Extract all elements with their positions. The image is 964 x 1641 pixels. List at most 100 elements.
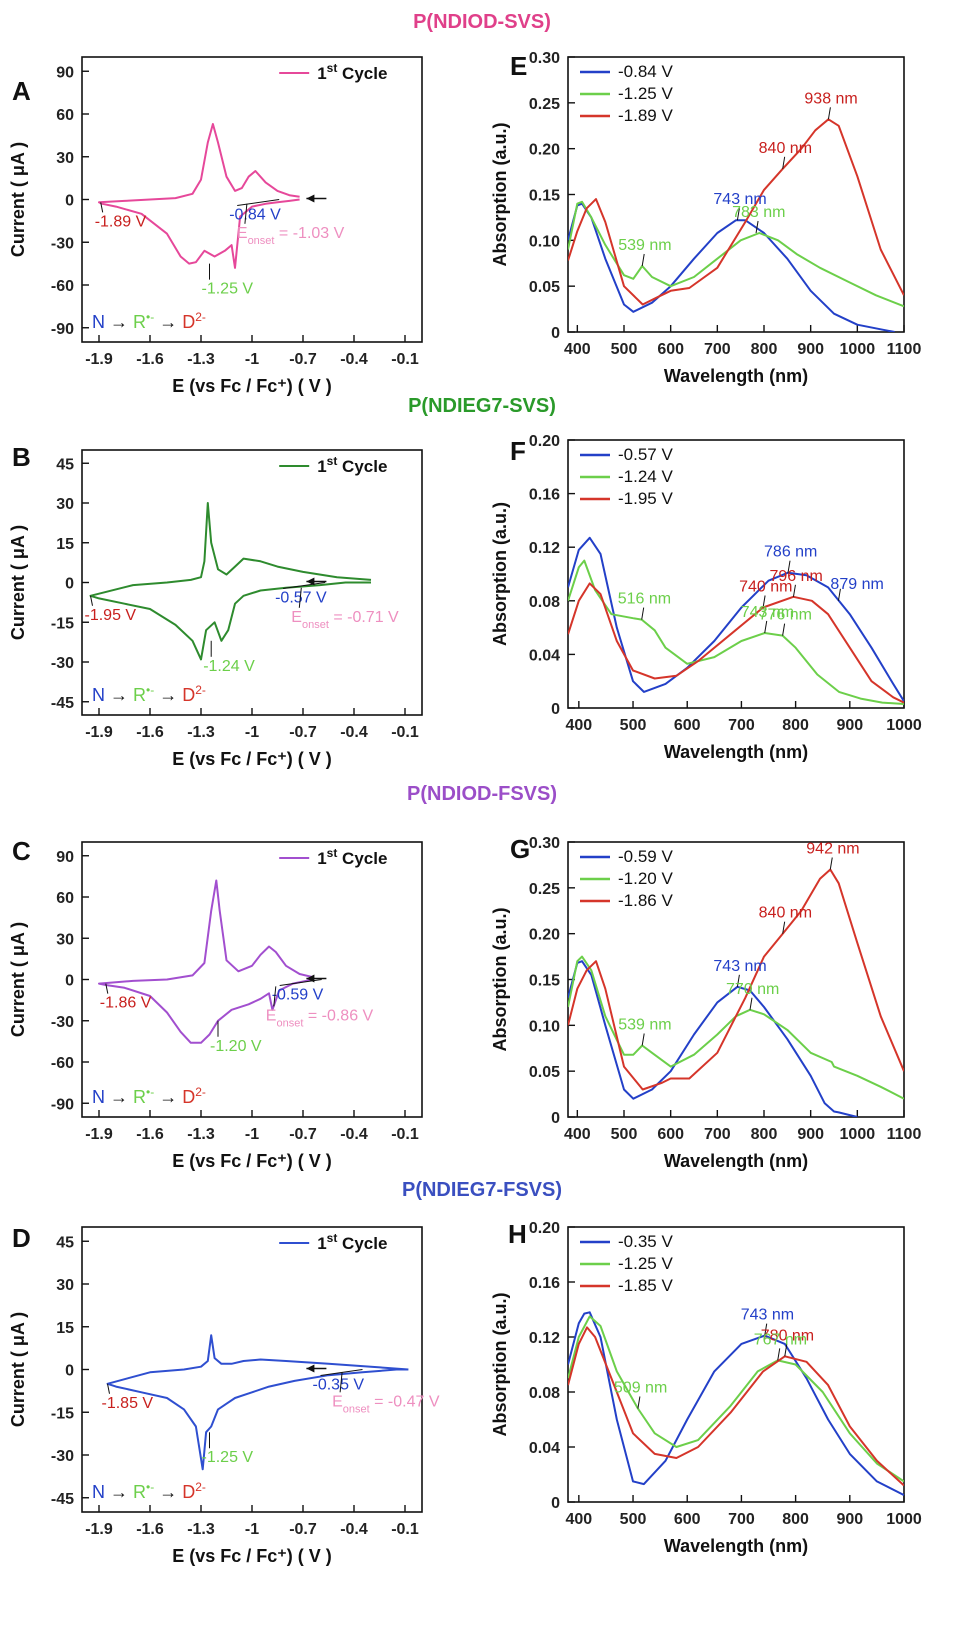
scan-arrow-head [306, 194, 315, 203]
annotation-leader [273, 986, 277, 1007]
panel-label-D: D [12, 1223, 31, 1253]
x-tick-label: 600 [657, 1126, 684, 1143]
annotation-leader [777, 1348, 781, 1361]
x-tick-label: -0.7 [289, 1126, 317, 1143]
annotation-leader [736, 974, 740, 987]
y-tick-label: -60 [51, 1055, 74, 1072]
series-line-1 [568, 1311, 904, 1496]
y-tick-label: 0 [551, 1495, 560, 1512]
y-tick-label: 0.20 [529, 927, 560, 944]
y-tick-label: -30 [51, 655, 74, 672]
annotation-label: 879 nm [830, 576, 883, 593]
series-line-2 [568, 1315, 904, 1483]
annotation-leader [764, 1323, 768, 1336]
x-tick-label: -1.6 [136, 724, 164, 741]
y-tick-label: 0.05 [529, 279, 560, 296]
y-tick-label: 0.16 [529, 487, 560, 504]
annotation-leader [641, 1033, 645, 1046]
x-tick-label: -1.6 [136, 1126, 164, 1143]
legend-entry: 1st Cycle [317, 454, 387, 476]
annotation-leader [792, 584, 796, 597]
y-axis-label: Current ( μA ) [8, 922, 28, 1037]
x-tick-label: 1100 [887, 341, 922, 358]
annotation-label: Eonset = -1.03 V [237, 225, 345, 247]
annotation-leader [829, 857, 833, 870]
y-axis-label: Absorption (a.u.) [490, 502, 510, 646]
legend-entry: -1.20 V [618, 869, 673, 888]
x-tick-label: -0.4 [340, 351, 368, 368]
y-axis-label: Current ( μA ) [8, 525, 28, 640]
x-tick-label: -1.3 [187, 1126, 215, 1143]
annotation-label: 938 nm [804, 90, 857, 107]
panel-C: C -1.9 -1.6 -1.3 -1 -0.7 -0.4 -0.1 90 60 30 0 -30 -60… [8, 836, 423, 1171]
annotation-leader [764, 620, 768, 634]
annotation-leader [298, 587, 302, 608]
y-axis-label: Absorption (a.u.) [490, 123, 510, 267]
annotation-label: -1.25 V [202, 281, 254, 298]
y-tick-label: 0.10 [529, 233, 560, 250]
y-tick-label: -30 [51, 1014, 74, 1031]
y-tick-label: 30 [56, 150, 74, 167]
y-tick-label: -45 [51, 1491, 74, 1508]
y-tick-label: 0.16 [529, 1275, 560, 1292]
annotation-leader [762, 595, 766, 608]
annotation-leader [787, 560, 791, 573]
legend-entry: 1st Cycle [317, 61, 387, 83]
annotation-leader [237, 199, 280, 206]
panel-G: G 400 500 600 700 800 900 1000 1100 0 0.05 0.10 0.15… [490, 834, 921, 1171]
y-tick-label: 0.08 [529, 594, 560, 611]
y-tick-label: 0.12 [529, 1330, 560, 1347]
y-tick-label: -15 [51, 1405, 74, 1422]
x-tick-label: -1.9 [85, 1521, 113, 1538]
annotation-label: -1.24 V [203, 658, 255, 675]
x-tick-label: -1 [245, 724, 259, 741]
annotation-label: Eonset = -0.71 V [291, 609, 399, 631]
x-tick-label: -1.9 [85, 724, 113, 741]
annotation-label: 780 nm [761, 1327, 814, 1344]
x-axis-label: Wavelength (nm) [664, 742, 808, 762]
y-tick-label: 0 [551, 1110, 560, 1127]
y-tick-label: 90 [56, 64, 74, 81]
x-tick-label: -1 [245, 351, 259, 368]
x-tick-label: -0.1 [391, 1521, 419, 1538]
annotation-label: -1.25 V [202, 1449, 254, 1466]
x-tick-label: 700 [728, 1511, 755, 1528]
x-tick-label: -1.6 [136, 1521, 164, 1538]
legend-entry: -1.25 V [618, 1254, 673, 1273]
annotation-label: 942 nm [806, 841, 859, 858]
y-tick-label: 0 [65, 973, 74, 990]
group-title-2: P(NDIEG7-SVS) [408, 395, 556, 417]
x-tick-label: 700 [728, 717, 755, 734]
y-tick-label: 60 [56, 107, 74, 124]
y-tick-label: 0.30 [529, 50, 560, 67]
annotation-label: -0.84 V [229, 207, 281, 224]
plot-frame [567, 439, 905, 709]
y-tick-label: 15 [56, 1320, 74, 1337]
series-line-1 [89, 502, 372, 661]
x-tick-label: 900 [836, 1511, 863, 1528]
y-tick-label: 0.08 [529, 1385, 560, 1402]
y-tick-label: 0.20 [529, 1220, 560, 1237]
plot-frame [81, 841, 423, 1118]
redox-scheme: N → R•- → D2- [92, 1085, 206, 1107]
y-tick-label: 0.15 [529, 188, 560, 205]
y-tick-label: 0.12 [529, 540, 560, 557]
annotation-leader [637, 1396, 641, 1409]
x-tick-label: -1.3 [187, 1521, 215, 1538]
x-axis-label: E (vs Fc / Fc⁺) ( V ) [172, 376, 332, 396]
panel-label-C: C [12, 836, 31, 866]
y-tick-label: -45 [51, 695, 74, 712]
x-tick-label: 1100 [887, 1126, 922, 1143]
x-tick-label: -0.4 [340, 1521, 368, 1538]
y-tick-label: 60 [56, 890, 74, 907]
annotation-leader [339, 1372, 343, 1393]
x-tick-label: -1 [245, 1521, 259, 1538]
y-tick-label: 0.10 [529, 1018, 560, 1035]
y-tick-label: 0.20 [529, 142, 560, 159]
x-tick-label: 1000 [886, 1511, 922, 1528]
legend-entry: -1.85 V [618, 1276, 673, 1295]
legend-entry: -1.86 V [618, 891, 673, 910]
annotation-label: 743 nm [741, 1307, 794, 1324]
x-tick-label: 900 [797, 341, 824, 358]
y-tick-label: 0.15 [529, 973, 560, 990]
